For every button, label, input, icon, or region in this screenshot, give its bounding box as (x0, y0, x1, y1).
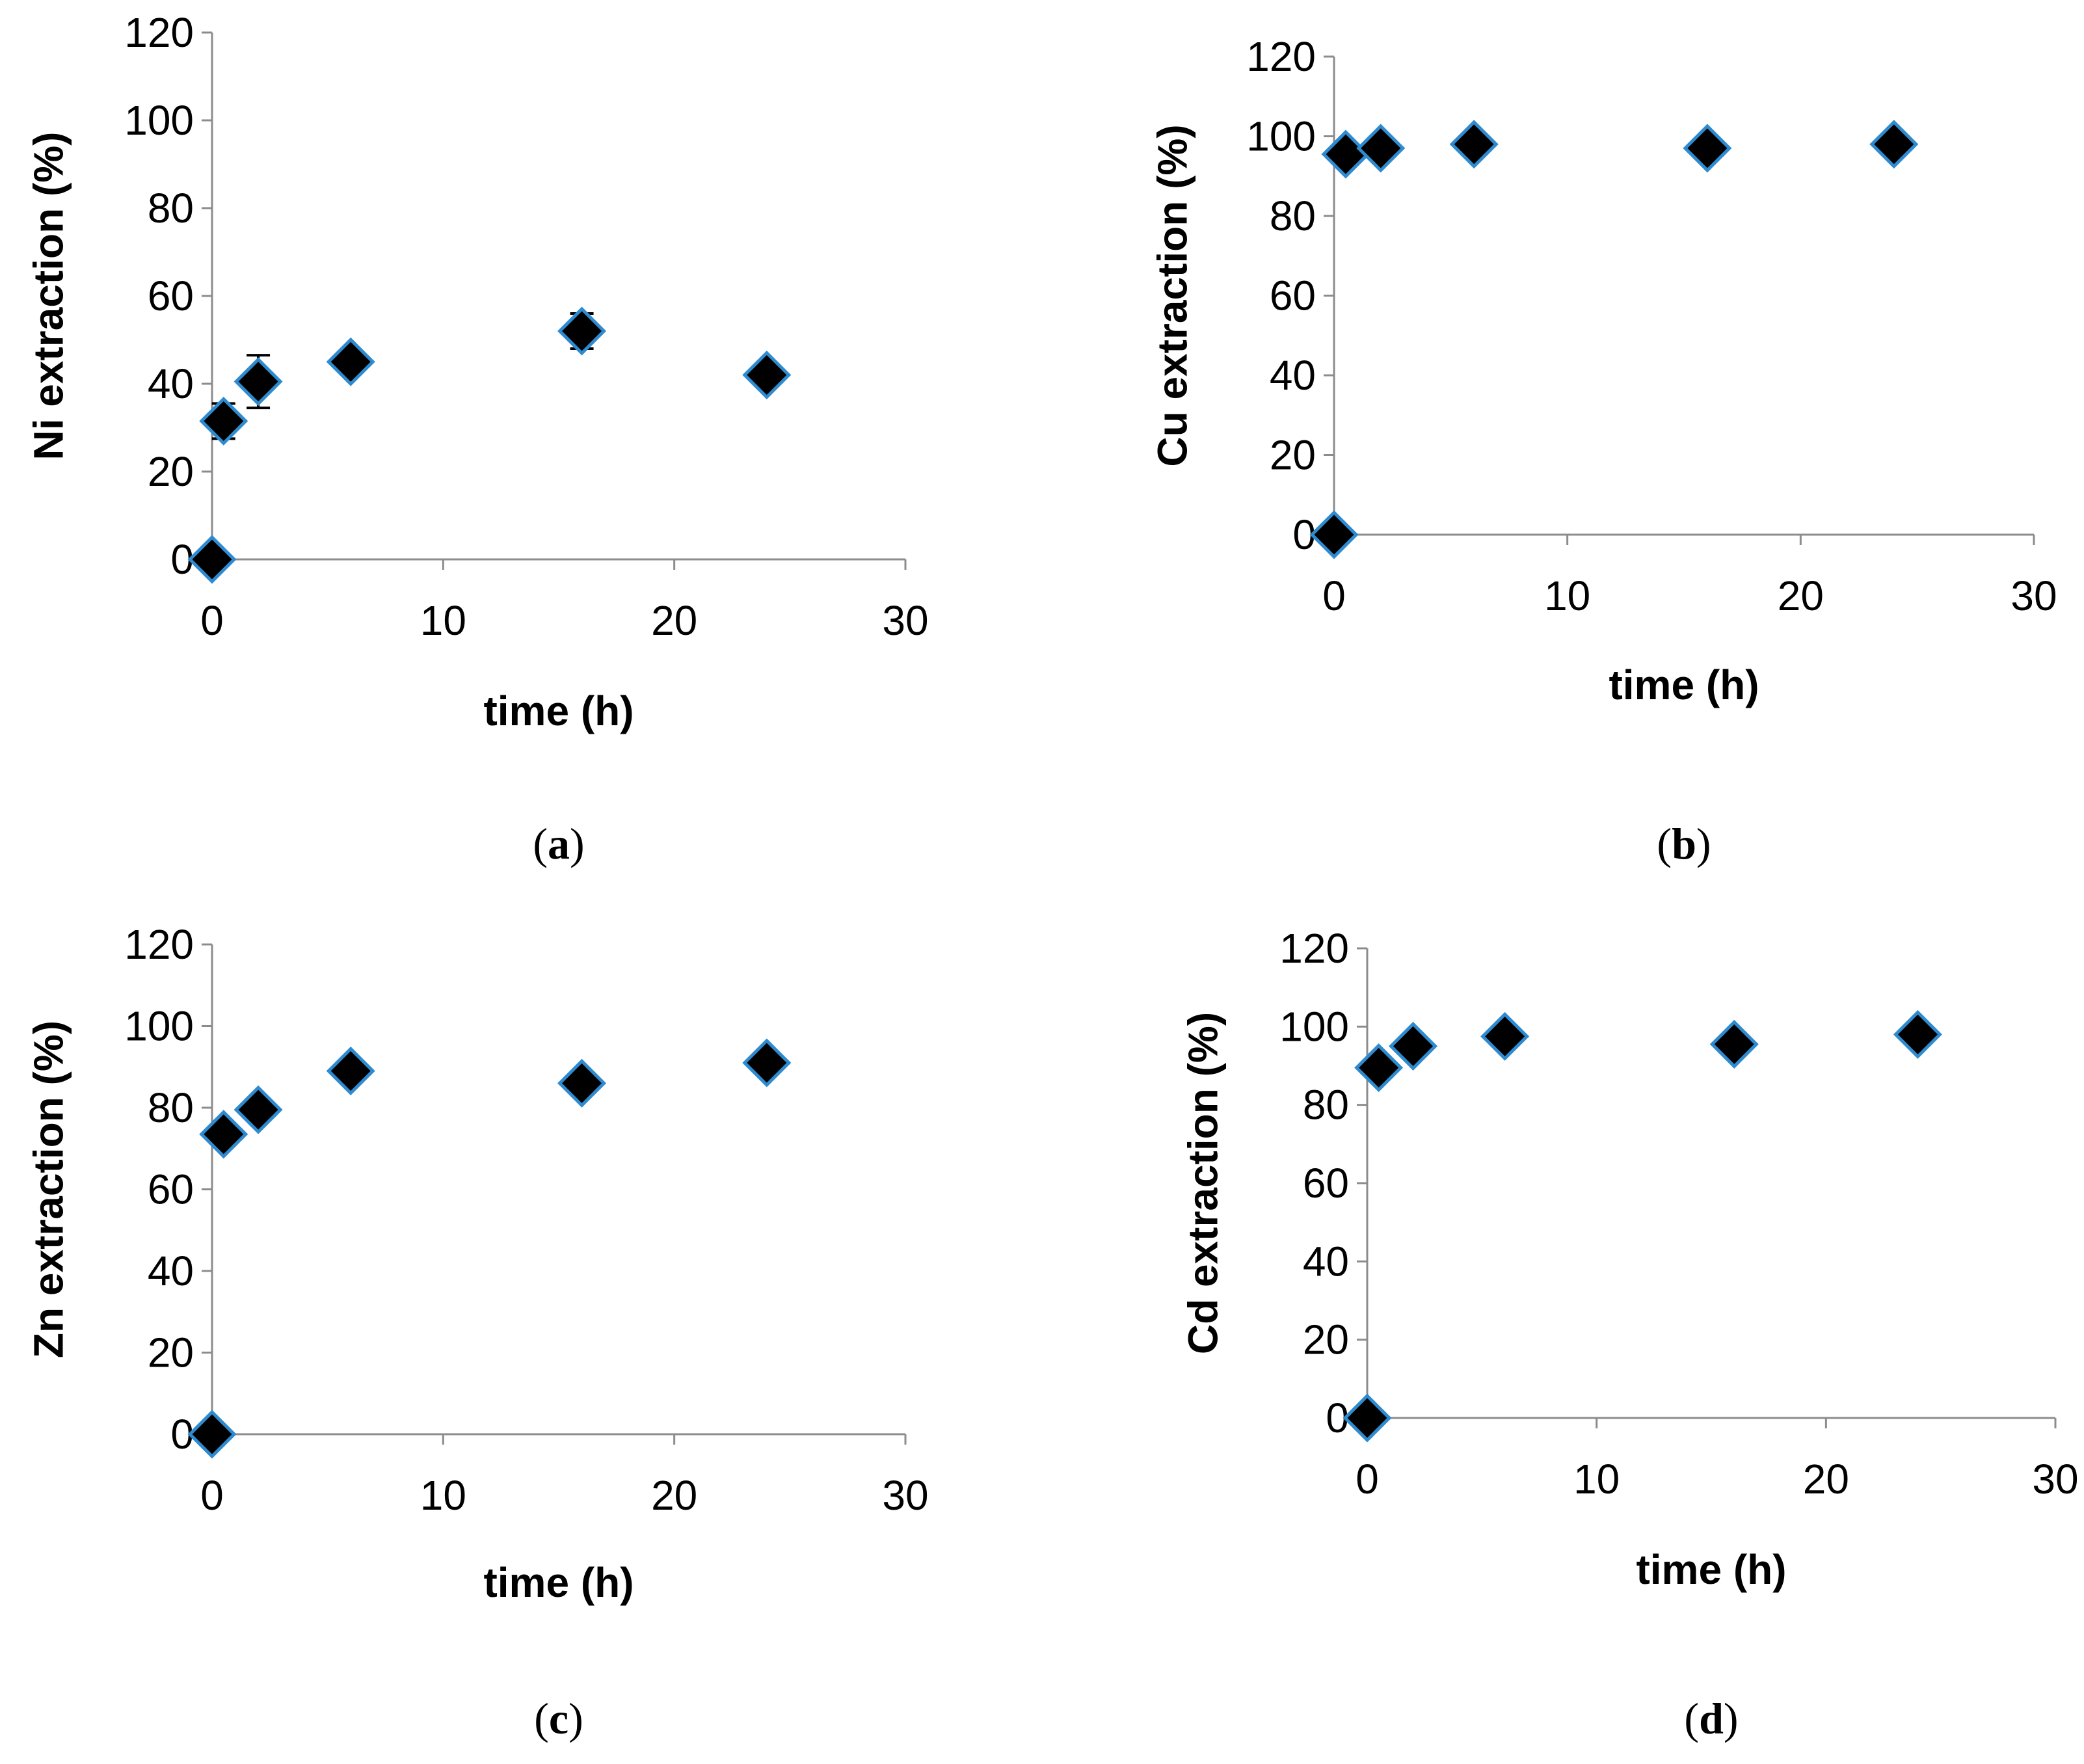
data-point (234, 357, 283, 407)
data-point (1321, 129, 1370, 179)
data-point (742, 1038, 792, 1088)
x-tick-label: 0 (200, 597, 224, 644)
y-tick-label: 40 (148, 1248, 194, 1294)
y-tick-label: 20 (148, 1330, 194, 1376)
y-tick-label: 80 (1303, 1082, 1349, 1129)
y-tick-label: 80 (148, 1084, 194, 1131)
y-tick-label: 100 (1246, 113, 1316, 160)
x-tick-label: 10 (420, 1472, 466, 1519)
x-axis-title: time (h) (1609, 662, 1759, 708)
data-point (1893, 1009, 1942, 1059)
y-tick-label: 100 (1279, 1003, 1349, 1050)
data-point (187, 535, 237, 584)
x-tick-label: 0 (1322, 572, 1346, 619)
y-tick-label: 60 (1303, 1160, 1349, 1207)
y-tick-label: 120 (124, 9, 194, 56)
x-tick-label: 0 (200, 1472, 224, 1519)
panel-label: (c) (534, 1694, 583, 1743)
data-point (1869, 120, 1919, 169)
data-point (1683, 124, 1732, 173)
data-point (557, 306, 607, 356)
data-point (1354, 1043, 1404, 1093)
y-tick-label: 100 (124, 1003, 194, 1050)
x-tick-label: 30 (882, 597, 928, 644)
y-axis-title: Cd extraction (%) (1179, 1012, 1226, 1354)
data-point (1309, 510, 1359, 559)
x-tick-label: 20 (1803, 1456, 1849, 1503)
x-tick-label: 10 (1573, 1456, 1620, 1503)
panel-label: (b) (1657, 819, 1711, 868)
y-axis-title: Cu extraction (%) (1149, 124, 1196, 466)
data-point (234, 1085, 283, 1134)
y-axis-title: Ni extraction (%) (25, 132, 72, 461)
x-tick-label: 30 (2032, 1456, 2078, 1503)
y-tick-label: 20 (1270, 432, 1316, 479)
y-axis-title: Zn extraction (%) (25, 1021, 72, 1358)
x-tick-label: 30 (882, 1472, 928, 1519)
data-point (1449, 120, 1499, 169)
x-tick-label: 0 (1356, 1456, 1379, 1503)
data-point (742, 350, 792, 400)
x-tick-label: 20 (1778, 572, 1824, 619)
x-tick-label: 10 (420, 597, 466, 644)
y-tick-label: 60 (1270, 273, 1316, 319)
panel-label: (d) (1684, 1694, 1738, 1743)
y-tick-label: 120 (124, 921, 194, 968)
y-tick-label: 20 (148, 448, 194, 495)
y-tick-label: 60 (148, 273, 194, 319)
x-tick-label: 30 (2011, 572, 2057, 619)
data-point (187, 1410, 237, 1459)
data-point (1343, 1393, 1392, 1443)
x-tick-label: 20 (651, 1472, 697, 1519)
y-tick-label: 100 (124, 97, 194, 144)
x-axis-title: time (h) (1636, 1546, 1786, 1593)
panel-label: (a) (533, 819, 584, 868)
x-axis-title: time (h) (483, 688, 634, 734)
data-point (199, 396, 248, 446)
y-tick-label: 120 (1279, 925, 1349, 972)
data-point (1480, 1011, 1530, 1061)
data-point (326, 337, 375, 386)
y-tick-label: 80 (148, 185, 194, 232)
y-tick-label: 40 (148, 360, 194, 407)
y-tick-label: 40 (1270, 352, 1316, 399)
data-point (557, 1058, 607, 1108)
data-point (326, 1046, 375, 1096)
data-point (199, 1110, 248, 1159)
y-tick-label: 40 (1303, 1238, 1349, 1285)
data-point (1356, 124, 1406, 173)
x-tick-label: 20 (651, 597, 697, 644)
data-point (1709, 1019, 1759, 1069)
x-axis-title: time (h) (483, 1559, 634, 1606)
y-tick-label: 60 (148, 1166, 194, 1213)
data-point (1388, 1021, 1438, 1071)
y-tick-label: 120 (1246, 33, 1316, 80)
y-tick-label: 80 (1270, 193, 1316, 239)
x-tick-label: 10 (1544, 572, 1590, 619)
y-tick-label: 20 (1303, 1316, 1349, 1363)
